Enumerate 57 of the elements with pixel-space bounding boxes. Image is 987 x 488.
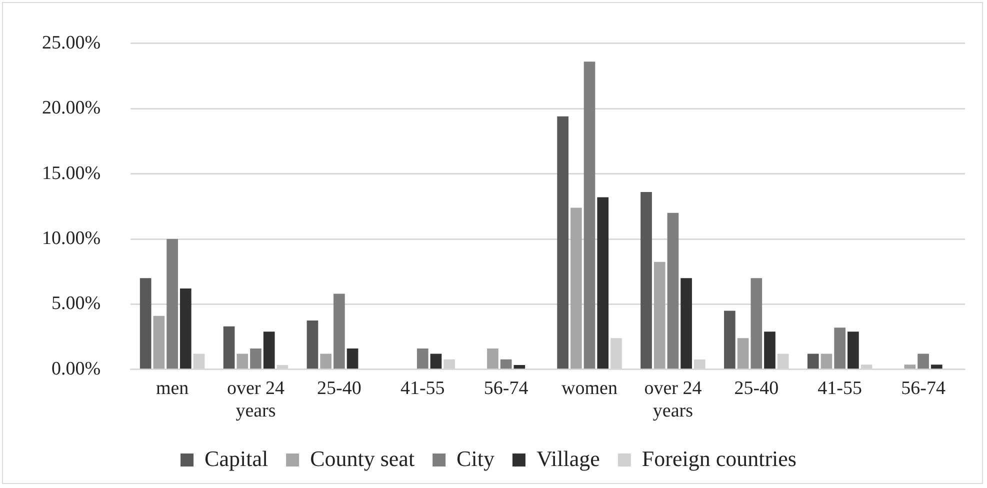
bar [848,332,859,369]
x-tick-label: men [156,378,190,399]
bar [166,239,178,369]
bar [416,348,428,369]
bar [346,348,358,369]
bar [500,359,512,369]
y-tick-label: 15.00% [42,162,101,184]
bar [306,320,318,369]
bar [640,192,652,369]
bar [487,348,498,369]
bar [180,288,192,369]
x-tick-label: 41-55 [400,378,445,399]
x-tick-label: 25-40 [734,378,779,399]
bar [834,328,846,369]
legend-label: Foreign countries [642,446,796,471]
x-tick-label: 25-40 [317,378,362,399]
bar [223,326,235,369]
bar [263,332,275,369]
bar [667,212,679,369]
bar [320,354,332,369]
bar [514,364,526,369]
x-tick-label: over 24 years [644,378,702,422]
bar [820,354,832,369]
bar [680,278,692,369]
bar [737,338,749,369]
bar [764,332,776,369]
legend-label: City [456,446,494,471]
bar [654,262,666,369]
x-tick-label: women [562,378,618,399]
bar [724,310,736,369]
legend-label: Capital [204,446,268,471]
bar [750,278,762,369]
bar [597,197,609,369]
x-tick-label: 41-55 [818,378,862,399]
bar [570,208,582,369]
bar [807,354,819,369]
y-tick-label: 0.00% [52,358,101,380]
x-tick-label: 56-74 [901,378,946,399]
y-tick-label: 20.00% [42,98,101,119]
bar [250,348,262,369]
bar [430,354,442,369]
bar [557,116,568,369]
y-tick-label: 25.00% [42,32,101,54]
bar [334,294,345,369]
legend-label: Village [536,446,600,471]
bar [236,354,248,369]
bar [918,354,929,369]
x-tick-label: over 24 years [226,378,285,422]
bar [904,364,916,369]
x-tick-label: 56-74 [484,378,529,399]
bar [140,278,152,369]
y-tick-label: 5.00% [52,293,101,314]
y-tick-label: 10.00% [42,228,101,249]
bar [153,316,165,369]
bar [930,364,942,369]
legend-label: County seat [310,446,415,471]
bar [584,62,596,369]
